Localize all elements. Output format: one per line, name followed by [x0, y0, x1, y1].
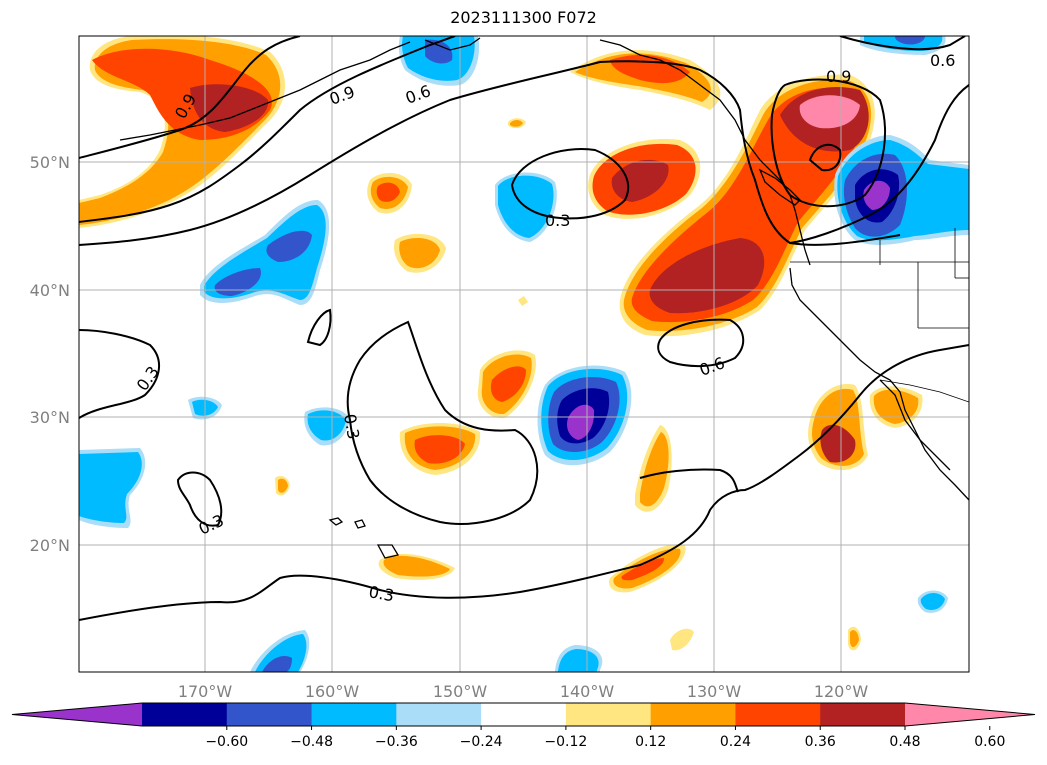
- lat-label: 50°N: [30, 153, 70, 172]
- map-plot-area: 0.9 0.9 0.6 0.6 0.3 0.3 0.3 0.3 0.6 0.3 …: [79, 36, 969, 672]
- latitude-labels: 50°N 40°N 30°N 20°N: [30, 153, 70, 555]
- colorbar-swatch: [311, 703, 397, 726]
- colorbar-swatch: [142, 703, 228, 726]
- colorbar-tick-label: 0.36: [805, 734, 836, 750]
- colorbar-tick-label: 0.60: [974, 734, 1005, 750]
- contour-label: 0.9: [826, 67, 851, 86]
- colorbar-swatch: [396, 703, 482, 726]
- contour-label: 0.3: [367, 582, 395, 605]
- graticule: [79, 36, 969, 672]
- lon-label: 160°W: [305, 682, 360, 701]
- colorbar-tick-label: 0.12: [635, 734, 666, 750]
- colorbar-swatch: [820, 703, 906, 726]
- colorbar: −0.60 −0.48 −0.36 −0.24 −0.12 0.12 0.24 0.36 0.4…: [11, 702, 1036, 750]
- colorbar-tick-label: 0.24: [720, 734, 751, 750]
- contour-label: 0.3: [545, 211, 570, 230]
- lat-label: 20°N: [30, 536, 70, 555]
- colorbar-tick-label: −0.48: [290, 734, 333, 750]
- colorbar-swatch: [565, 703, 652, 726]
- colorbar-tick-label: 0.48: [889, 734, 920, 750]
- lon-label: 120°W: [814, 682, 869, 701]
- longitude-labels: 170°W 160°W 150°W 140°W 130°W 120°W: [178, 682, 869, 701]
- contour-lines: [79, 36, 969, 621]
- colorbar-extend-high: [905, 703, 1035, 726]
- colorbar-tick-label: −0.36: [375, 734, 418, 750]
- colorbar-tick-label: −0.60: [205, 734, 248, 750]
- map-frame: [78, 35, 970, 673]
- colorbar-swatch: [481, 703, 567, 726]
- colorbar-tick-label: −0.12: [544, 734, 587, 750]
- contour-label: 0.3: [340, 412, 363, 440]
- lat-label: 30°N: [30, 408, 70, 427]
- colorbar-swatch: [650, 703, 736, 726]
- colorbar-tick-label: −0.24: [460, 734, 503, 750]
- colorbar-extend-low: [12, 703, 142, 726]
- colorbar-swatch: [226, 703, 313, 726]
- political-borders: [790, 228, 969, 403]
- lat-label: 40°N: [30, 281, 70, 300]
- lon-label: 170°W: [178, 682, 233, 701]
- map-title: 2023111300 F072: [450, 8, 597, 27]
- contour-label: 0.6: [930, 51, 955, 70]
- lon-label: 130°W: [687, 682, 742, 701]
- colorbar-swatch: [735, 703, 821, 726]
- negative-anomaly-shading: [79, 36, 969, 672]
- colorbar-outline: [11, 702, 1036, 727]
- lon-label: 150°W: [433, 682, 488, 701]
- lon-label: 140°W: [560, 682, 615, 701]
